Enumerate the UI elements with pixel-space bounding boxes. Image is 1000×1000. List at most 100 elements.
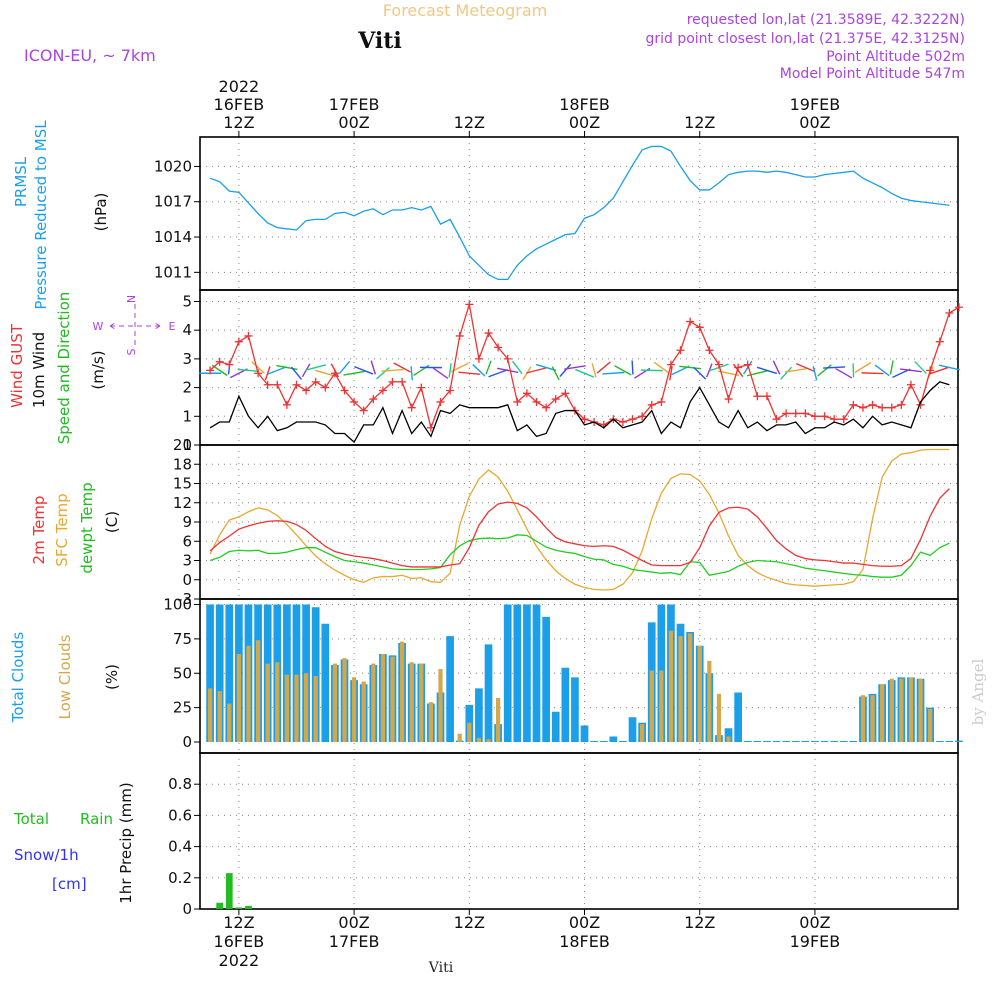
gust-marker (753, 392, 762, 401)
gust-marker (762, 392, 771, 401)
gust-marker (273, 380, 282, 389)
gust-marker (532, 397, 541, 406)
low-cloud-bar (889, 678, 894, 742)
gust-marker (878, 403, 887, 412)
gust-marker (378, 386, 387, 395)
wind-direction-arrow (938, 364, 960, 371)
total-cloud-bar (945, 741, 954, 742)
ytick-label-clouds: 100 (163, 596, 192, 614)
wind-direction-arrow (381, 368, 404, 372)
gust-marker (484, 329, 493, 338)
gust-marker (388, 377, 397, 386)
temp-2m-line (209, 488, 950, 568)
point-altitude: Point Altitude 502m (826, 49, 965, 65)
ytick-label-temp: -3 (177, 590, 192, 608)
total-cloud-bar (743, 741, 752, 742)
temp-label-sfc: SFC Temp (53, 493, 71, 566)
total-cloud-bar (811, 741, 819, 742)
gust-marker (887, 403, 896, 412)
wind-direction-arrow (497, 367, 519, 374)
ytick-label-wind: 5 (182, 292, 192, 310)
gust-marker (282, 400, 291, 409)
bottom-tick-time: 12Z (223, 913, 254, 932)
top-tick-time: 00Z (338, 113, 369, 132)
station-name: Viti (357, 28, 402, 54)
low-cloud-bar (697, 645, 702, 742)
gust-marker (340, 386, 349, 395)
total-cloud-bar (561, 667, 570, 742)
low-cloud-bar (457, 733, 462, 742)
gust-marker (446, 386, 455, 395)
ytick-label-temp: 9 (182, 513, 192, 531)
clouds-plot (206, 604, 963, 742)
gust-marker (791, 409, 800, 418)
total-cloud-bar (830, 741, 838, 742)
wind-direction-arrow (264, 366, 271, 381)
gust-marker (724, 395, 733, 404)
wind-direction-arrow (535, 363, 557, 372)
gust-marker (225, 360, 234, 369)
wind-direction-arrow (854, 362, 872, 373)
total-cloud-bar (215, 604, 224, 742)
rain-bar (216, 902, 224, 909)
wind-direction-arrow (772, 360, 781, 375)
gust-marker (407, 403, 416, 412)
wind-direction-arrow (795, 362, 815, 373)
low-cloud-bar (668, 630, 674, 742)
gust-marker (465, 300, 474, 309)
total-cloud-bar (763, 741, 771, 742)
ytick-label-pressure: 1017 (154, 193, 192, 211)
total-cloud-bar (484, 644, 493, 742)
top-tick-date: 18FEB (559, 95, 610, 114)
wind-direction-arrow (343, 370, 365, 376)
gust-marker (926, 366, 935, 375)
total-cloud-bar (311, 607, 320, 742)
gust-marker (369, 395, 378, 404)
low-cloud-bar (409, 662, 414, 742)
top-tick-time: 12Z (684, 113, 715, 132)
gust-marker (820, 412, 829, 421)
wind-direction-arrow (653, 361, 669, 374)
wind-direction-arrow (602, 371, 625, 375)
bottom-tick-year: 2022 (219, 951, 260, 970)
gust-marker (330, 369, 339, 378)
total-cloud-bar (628, 717, 637, 742)
low-cloud-bar (928, 709, 933, 742)
wind-direction-arrow (354, 366, 374, 375)
low-cloud-bar (419, 663, 424, 742)
top-tick-time: 12Z (454, 113, 485, 132)
gust-marker (350, 397, 359, 406)
gust-marker (398, 377, 407, 386)
low-cloud-bar (467, 722, 472, 742)
wind-plot (199, 300, 963, 444)
temperature-plot (209, 448, 950, 591)
cloud-label-low: Low Clouds (56, 634, 74, 719)
total-cloud-bar (283, 604, 291, 742)
wind-label-10m: 10m Wind (30, 332, 48, 408)
ytick-label-wind: 4 (182, 321, 192, 339)
gust-marker (782, 409, 791, 418)
pressure-unit: (hPa) (92, 193, 110, 232)
total-cloud-bar (609, 736, 618, 742)
bottom-tick-time: 12Z (454, 913, 485, 932)
total-cloud-bar (849, 741, 858, 742)
ytick-label-clouds: 50 (173, 664, 192, 682)
wind-direction-arrow (874, 364, 890, 377)
low-cloud-bar (371, 663, 376, 742)
wind-direction-arrow (889, 360, 894, 375)
chart-title: Forecast Meteogram (383, 1, 547, 20)
gust-marker (868, 400, 877, 409)
wind-direction-arrow (511, 360, 523, 375)
total-cloud-bar (772, 741, 781, 742)
cloud-unit: (%) (103, 664, 121, 690)
gust-marker (522, 389, 531, 398)
gust-marker (849, 400, 858, 409)
gust-marker (676, 346, 685, 355)
ytick-label-wind: 2 (182, 379, 192, 397)
gust-marker (321, 383, 330, 392)
total-cloud-bar (590, 741, 598, 742)
wind-direction-arrow (305, 364, 327, 371)
total-cloud-bar (753, 741, 762, 742)
wind-direction-arrow (370, 360, 377, 375)
